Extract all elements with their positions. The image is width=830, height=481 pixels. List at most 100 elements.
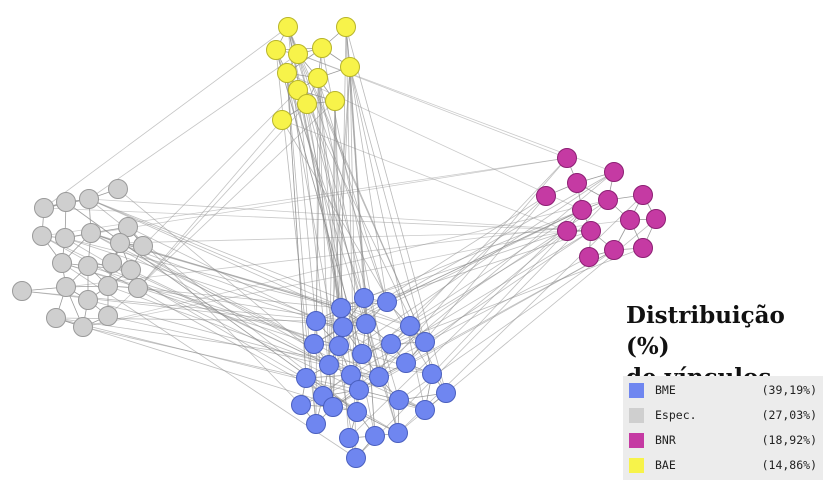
network-edge [117, 188, 330, 366]
legend-item-bme: BME (39,19%) [623, 379, 823, 403]
legend-item-bnr: BNR (18,92%) [623, 429, 823, 453]
node-espec [12, 281, 32, 301]
network-edge [390, 247, 644, 345]
node-bme [381, 334, 401, 354]
legend-percent-bme: (39,19%) [761, 383, 817, 397]
network-edge [137, 119, 283, 289]
network-edge [361, 209, 583, 355]
node-bme [352, 344, 372, 364]
node-bae [288, 80, 308, 100]
node-bme [377, 292, 397, 312]
network-edge [397, 194, 644, 434]
node-espec [121, 260, 141, 280]
legend-percent-bae: (14,86%) [761, 458, 817, 472]
network-edge [88, 198, 592, 232]
network-edge [82, 199, 609, 328]
network-edge [111, 262, 426, 411]
network-edge [297, 89, 360, 391]
node-bme [369, 367, 389, 387]
node-espec [98, 276, 118, 296]
network-edge [328, 171, 615, 366]
network-edge [119, 230, 592, 244]
network-edge [348, 209, 583, 439]
node-espec [52, 253, 72, 273]
node-espec [56, 277, 76, 297]
node-bnr [633, 185, 653, 205]
network-edge [119, 242, 342, 309]
node-espec [102, 253, 122, 273]
network-edge [297, 89, 334, 408]
network-edge [55, 317, 358, 413]
node-bae [312, 38, 332, 58]
network-edge [82, 230, 568, 328]
node-bnr [604, 162, 624, 182]
node-espec [108, 179, 128, 199]
legend-swatch-bme [629, 383, 644, 398]
node-espec [73, 317, 93, 337]
network-edge [55, 317, 433, 375]
node-bnr [598, 190, 618, 210]
network-edge [358, 249, 615, 391]
node-bme [356, 314, 376, 334]
legend-swatch-bnr [629, 433, 644, 448]
network-edge [287, 26, 388, 303]
network-edge [65, 219, 631, 288]
network-edge [424, 230, 592, 343]
node-espec [128, 278, 148, 298]
network-edge [281, 119, 568, 232]
node-espec [81, 223, 101, 243]
network-nodes [12, 17, 666, 468]
node-bnr [557, 148, 577, 168]
network-edge [286, 72, 357, 459]
network-edge [355, 199, 609, 459]
network-edge [349, 66, 426, 411]
node-bae [278, 17, 298, 37]
legend-label-bnr: BNR [655, 433, 676, 447]
network-edge [88, 53, 299, 200]
network-edge [43, 207, 592, 232]
node-bae [277, 63, 297, 83]
legend-item-bae: BAE (14,86%) [623, 454, 823, 478]
network-edge [137, 103, 308, 289]
node-bnr [557, 221, 577, 241]
legend-label-espec: Espec. [655, 408, 697, 422]
node-espec [32, 226, 52, 246]
node-bnr [646, 209, 666, 229]
node-bnr [581, 221, 601, 241]
node-bae [308, 68, 328, 88]
node-bme [329, 336, 349, 356]
node-bme [333, 317, 353, 337]
node-bae [340, 57, 360, 77]
legend-item-espec: Espec. (27,03%) [623, 404, 823, 428]
node-bme [306, 311, 326, 331]
node-bae [266, 40, 286, 60]
network-edge [90, 232, 330, 366]
network-edge [107, 285, 330, 366]
node-bae [325, 91, 345, 111]
network-edge [378, 157, 568, 378]
node-bme [415, 400, 435, 420]
node-espec [78, 256, 98, 276]
node-bnr [567, 173, 587, 193]
node-bnr [579, 247, 599, 267]
node-espec [56, 192, 76, 212]
network-edge [64, 237, 342, 309]
node-bme [389, 390, 409, 410]
node-espec [98, 306, 118, 326]
node-bnr [620, 210, 640, 230]
node-espec [110, 233, 130, 253]
network-edge [127, 226, 302, 406]
node-bme [331, 298, 351, 318]
node-bnr [572, 200, 592, 220]
node-bme [400, 316, 420, 336]
network-edge [349, 66, 388, 303]
network-edge [340, 209, 583, 309]
node-bae [336, 17, 356, 37]
node-espec [79, 189, 99, 209]
node-espec [55, 228, 75, 248]
node-bme [349, 380, 369, 400]
network-edge [286, 72, 317, 425]
legend-percent-espec: (27,03%) [761, 408, 817, 422]
network-edge [386, 209, 583, 303]
